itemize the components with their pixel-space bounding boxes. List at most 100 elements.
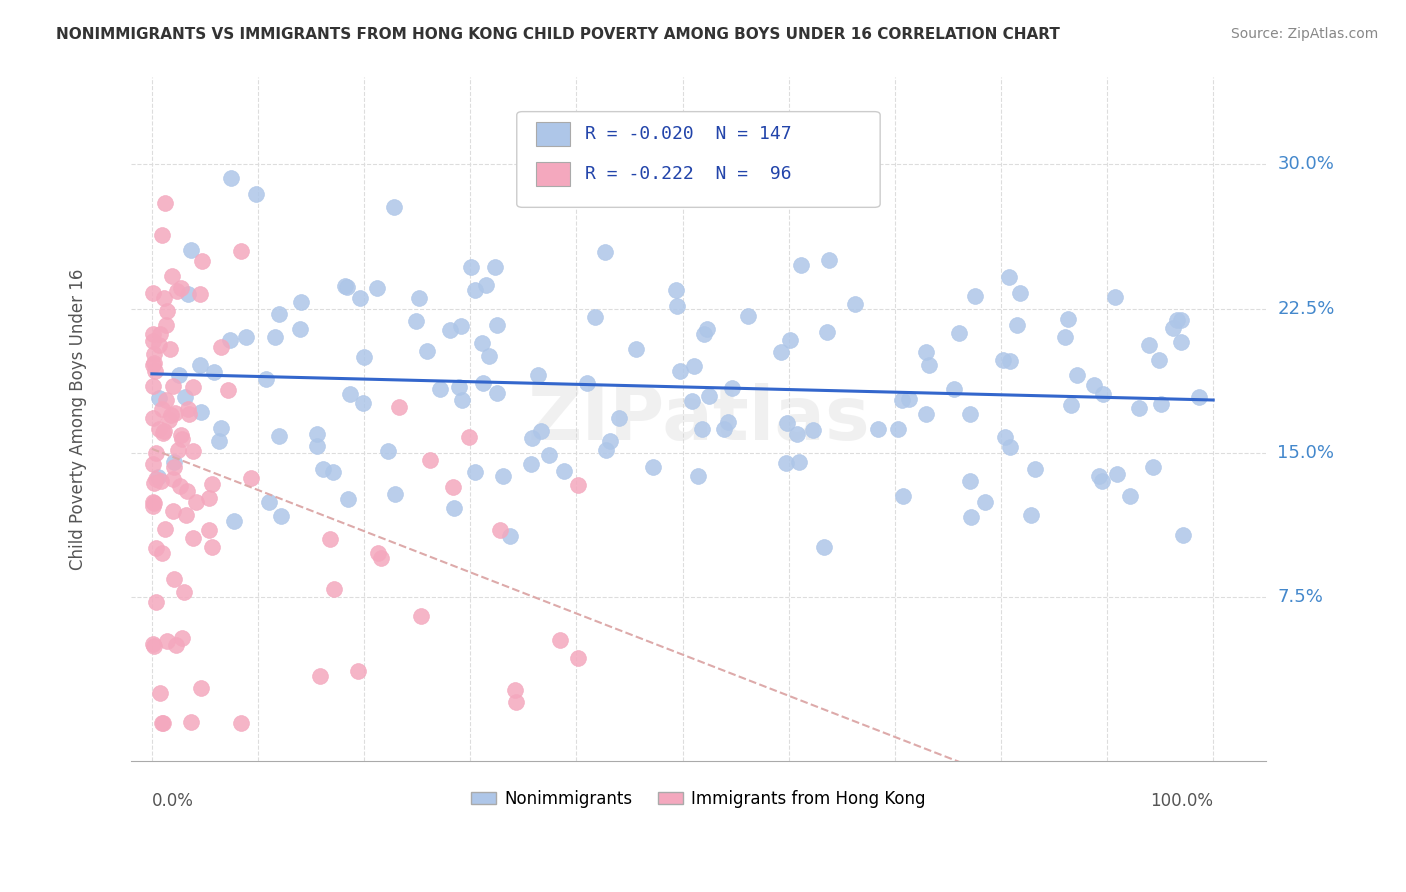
Point (474, 277, 496, 292)
Point (263, 330, 285, 344)
Text: R = -0.222  N =  96: R = -0.222 N = 96 (585, 165, 792, 183)
Point (202, 365, 225, 379)
Point (143, 356, 166, 370)
Point (170, 631, 193, 645)
Point (142, 379, 165, 393)
Point (471, 376, 494, 390)
Point (339, 386, 361, 401)
Point (245, 187, 267, 202)
Point (346, 664, 368, 678)
Point (170, 428, 193, 442)
Point (352, 396, 374, 410)
Text: NONIMMIGRANTS VS IMMIGRANTS FROM HONG KONG CHILD POVERTY AMONG BOYS UNDER 16 COR: NONIMMIGRANTS VS IMMIGRANTS FROM HONG KO… (56, 27, 1060, 42)
Point (998, 354, 1021, 368)
Point (167, 368, 190, 382)
Point (681, 394, 703, 409)
Point (388, 401, 411, 415)
Text: 0.0%: 0.0% (152, 792, 194, 810)
Point (323, 582, 346, 596)
Point (441, 480, 464, 494)
Point (163, 405, 186, 419)
Point (186, 495, 208, 509)
Point (1137, 338, 1160, 352)
Point (177, 408, 200, 422)
Point (150, 546, 173, 560)
Point (464, 284, 486, 298)
Point (471, 336, 494, 351)
Point (319, 532, 342, 546)
Point (478, 350, 501, 364)
Point (429, 382, 451, 396)
Point (942, 382, 965, 396)
Point (1024, 461, 1046, 475)
Point (713, 422, 735, 436)
Point (152, 424, 174, 438)
Point (484, 260, 506, 274)
Point (149, 326, 172, 341)
Point (1104, 290, 1126, 304)
Text: 7.5%: 7.5% (1278, 589, 1323, 607)
Point (335, 280, 357, 294)
Point (235, 330, 257, 344)
Point (666, 299, 689, 313)
Point (270, 509, 292, 524)
Point (142, 358, 165, 372)
Point (201, 477, 224, 491)
Point (322, 465, 344, 479)
Point (152, 715, 174, 730)
Point (779, 334, 801, 348)
Point (166, 443, 188, 458)
Point (1150, 397, 1173, 411)
Point (190, 405, 212, 419)
Point (1060, 398, 1083, 412)
Point (419, 452, 441, 467)
Point (153, 292, 176, 306)
Point (583, 310, 606, 324)
Point (159, 342, 181, 356)
Point (464, 465, 486, 479)
Point (183, 444, 205, 458)
Point (458, 430, 481, 444)
Point (148, 422, 170, 436)
Point (145, 472, 167, 486)
Point (599, 434, 621, 449)
Point (145, 541, 167, 555)
Point (176, 484, 198, 499)
Point (197, 491, 219, 506)
Point (915, 345, 938, 359)
Point (776, 417, 799, 431)
Point (624, 342, 647, 356)
Point (198, 523, 221, 537)
Point (994, 430, 1017, 444)
Point (162, 378, 184, 392)
Point (959, 407, 981, 421)
Point (439, 322, 461, 336)
Bar (536, 122, 571, 146)
Point (1147, 352, 1170, 367)
Point (505, 695, 527, 709)
Point (696, 322, 718, 336)
Point (170, 432, 193, 446)
Point (148, 337, 170, 351)
FancyBboxPatch shape (517, 112, 880, 207)
Point (180, 715, 202, 730)
Point (367, 545, 389, 559)
Point (162, 504, 184, 518)
Point (887, 422, 910, 436)
Point (775, 456, 797, 470)
Point (519, 457, 541, 471)
Point (267, 307, 290, 321)
Point (155, 392, 177, 407)
Point (405, 313, 427, 327)
Point (503, 682, 526, 697)
Point (267, 428, 290, 442)
Point (188, 358, 211, 372)
Point (155, 522, 177, 536)
Point (897, 392, 920, 406)
Point (530, 424, 553, 438)
Point (451, 392, 474, 407)
Text: Source: ZipAtlas.com: Source: ZipAtlas.com (1230, 27, 1378, 41)
Point (1054, 330, 1077, 344)
Point (150, 715, 173, 730)
Point (157, 413, 180, 427)
